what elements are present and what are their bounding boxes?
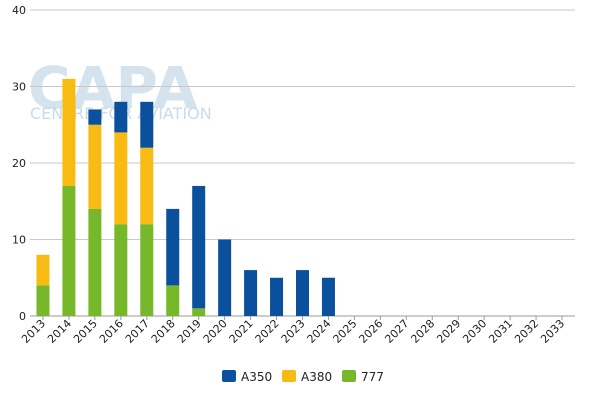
bar-segment-a350-2022: [270, 277, 284, 316]
x-axis: 2013201420152016201720182019202020212022…: [19, 316, 567, 346]
x-tick-label: 2023: [279, 317, 308, 346]
bar-segment-777-2013: [36, 285, 50, 316]
bar-segment-777-2018: [166, 285, 180, 316]
legend-swatch-a350: [222, 370, 236, 382]
y-axis: 0 10 20 30 40: [12, 4, 26, 323]
bar-segment-a350-2021: [244, 270, 258, 316]
bar-segment-a380-2013: [36, 254, 50, 286]
x-tick-label: 2019: [175, 317, 204, 346]
bar-segment-a350-2019: [192, 185, 206, 309]
x-tick-label: 2032: [512, 317, 541, 346]
x-tick-label: 2021: [227, 317, 256, 346]
x-tick-label: 2015: [71, 317, 100, 346]
x-tick-label: 2030: [460, 317, 489, 346]
bar-segment-777-2016: [114, 224, 128, 316]
x-tick-label: 2024: [305, 317, 334, 346]
y-tick-label: 40: [12, 4, 26, 17]
legend: A350 A380 777: [222, 370, 384, 384]
bar-segment-777-2019: [192, 308, 206, 316]
x-tick-label: 2018: [149, 317, 178, 346]
x-tick-label: 2020: [201, 317, 230, 346]
x-tick-label: 2033: [538, 317, 567, 346]
bars: [36, 78, 335, 316]
x-tick-label: 2028: [408, 317, 437, 346]
bar-segment-777-2017: [140, 224, 154, 316]
x-tick-label: 2029: [434, 317, 463, 346]
legend-label-777: 777: [361, 370, 384, 384]
bar-segment-777-2015: [88, 208, 102, 316]
y-tick-label: 20: [12, 157, 26, 170]
y-tick-label: 10: [12, 234, 26, 247]
bar-segment-a350-2020: [218, 239, 232, 316]
legend-label-a350: A350: [241, 370, 272, 384]
x-tick-label: 2017: [123, 317, 152, 346]
legend-label-a380: A380: [301, 370, 332, 384]
bar-segment-777-2014: [62, 185, 76, 316]
bar-segment-a350-2016: [114, 101, 128, 133]
x-tick-label: 2014: [45, 317, 74, 346]
bar-segment-a380-2016: [114, 132, 128, 225]
legend-swatch-a380: [282, 370, 296, 382]
watermark-logo-text: CAPA: [28, 54, 198, 122]
y-tick-label: 0: [19, 310, 26, 323]
bar-segment-a350-2017: [140, 101, 154, 148]
y-tick-label: 30: [12, 81, 26, 94]
x-tick-label: 2022: [253, 317, 282, 346]
x-tick-label: 2016: [97, 317, 126, 346]
x-tick-label: 2026: [356, 317, 385, 346]
bar-segment-a350-2023: [296, 270, 309, 316]
bar-segment-a380-2015: [88, 124, 102, 209]
bar-segment-a350-2018: [166, 208, 180, 286]
x-tick-label: 2031: [486, 317, 515, 346]
x-tick-label: 2025: [331, 317, 360, 346]
bar-segment-a380-2017: [140, 147, 154, 225]
bar-segment-a350-2015: [88, 109, 102, 125]
legend-swatch-777: [342, 370, 356, 382]
x-tick-label: 2027: [382, 317, 411, 346]
bar-segment-a350-2024: [321, 277, 335, 316]
bar-segment-a380-2014: [62, 78, 76, 186]
